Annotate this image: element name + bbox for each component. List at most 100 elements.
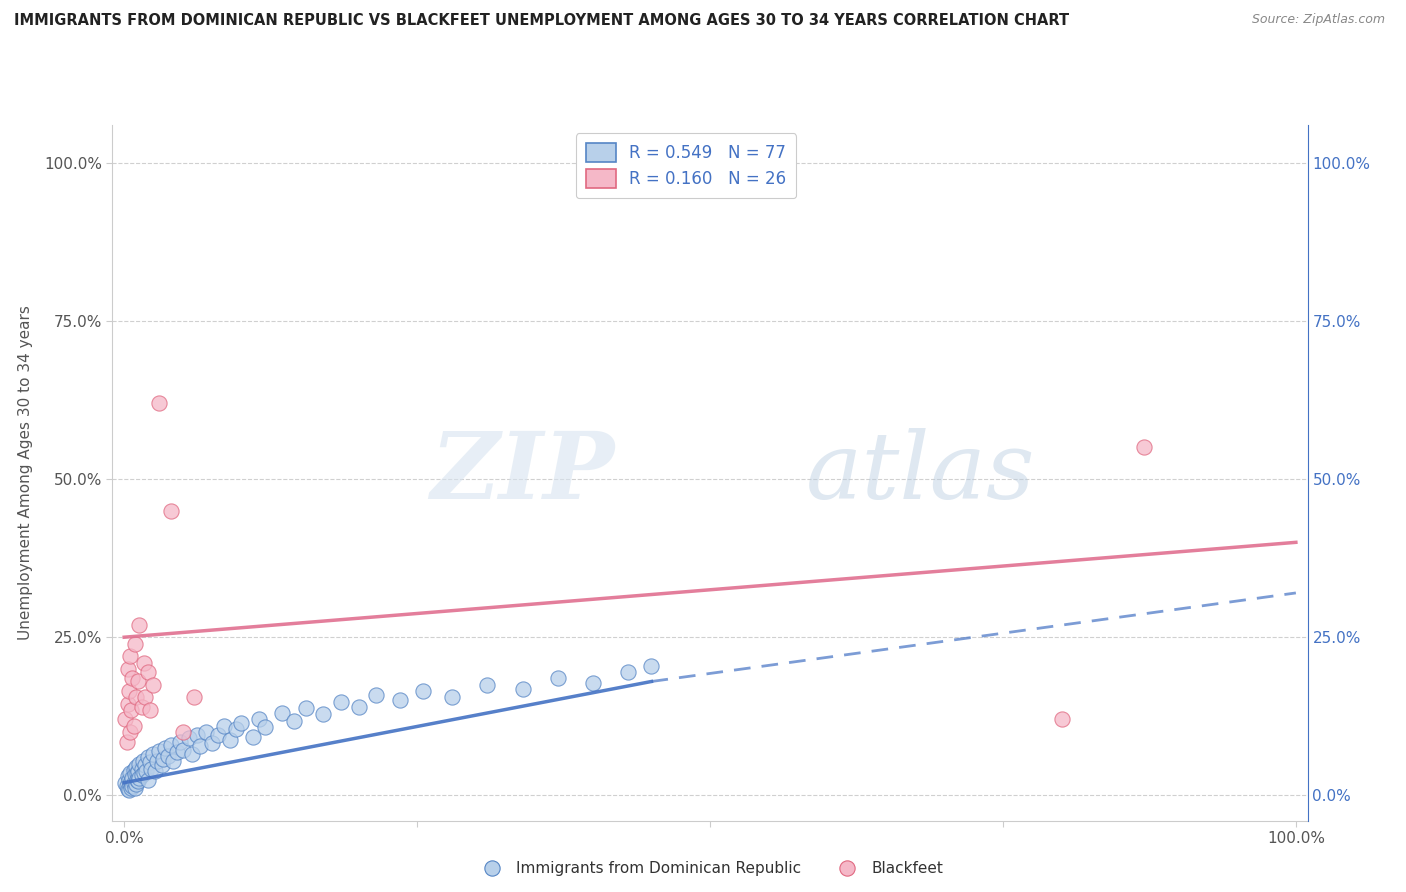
Point [169,734,191,748]
Point [120,780,142,795]
Point [120,777,141,791]
Point [195,725,218,739]
Text: Source: ZipAtlas.com: Source: ZipAtlas.com [1251,13,1385,27]
Point [122,719,145,733]
Point [127,764,149,779]
Point [121,771,143,785]
Point [148,744,170,758]
Point [118,772,141,787]
Point [312,707,335,722]
Point [247,713,270,727]
Point [146,754,169,768]
Point [128,617,150,632]
Point [127,766,149,780]
Point [152,752,174,766]
Point [125,777,148,791]
Point [364,689,387,703]
Point [124,780,146,795]
Point [186,728,208,742]
Point [117,782,139,797]
Point [172,725,194,739]
Point [128,756,150,771]
Point [207,728,229,742]
Point [127,674,149,689]
Point [117,662,139,676]
Point [120,774,142,789]
Y-axis label: Unemployment Among Ages 30 to 34 years: Unemployment Among Ages 30 to 34 years [18,305,32,640]
Point [212,719,235,733]
Point [183,690,205,705]
Point [121,779,143,793]
Point [617,665,640,679]
Point [127,774,149,789]
Point [117,769,139,783]
Point [253,720,276,734]
Point [135,764,157,779]
Point [136,665,159,679]
Point [131,768,153,782]
Point [134,690,156,705]
Point [127,772,149,787]
Point [441,690,464,705]
Text: atlas: atlas [806,428,1035,517]
Point [150,758,173,772]
Point [218,732,240,747]
Point [582,675,605,690]
Point [1132,441,1154,455]
Point [640,658,662,673]
Point [160,738,183,752]
Point [121,671,143,685]
Point [139,756,162,770]
Point [1050,713,1073,727]
Text: IMMIGRANTS FROM DOMINICAN REPUBLIC VS BLACKFEET UNEMPLOYMENT AMONG AGES 30 TO 34: IMMIGRANTS FROM DOMINICAN REPUBLIC VS BL… [14,13,1069,29]
Point [132,754,155,768]
Point [242,730,264,744]
Point [155,740,177,755]
Point [124,767,146,781]
Point [134,758,156,772]
Point [283,714,305,728]
Point [412,684,434,698]
Point [118,783,141,797]
Point [132,656,156,670]
Point [295,701,318,715]
Point [143,764,166,779]
Point [547,671,569,685]
Point [148,396,170,410]
Point [114,713,136,727]
Text: ZIP: ZIP [430,428,614,517]
Point [115,734,138,748]
Point [162,754,184,768]
Point [477,678,499,692]
Point [329,695,352,709]
Point [125,690,148,705]
Point [131,762,153,776]
Point [141,762,163,776]
Point [117,697,139,711]
Point [136,772,159,787]
Point [115,779,138,793]
Point [120,703,142,717]
Point [139,703,162,717]
Point [225,722,247,736]
Point [201,736,224,750]
Point [120,649,141,664]
Point [347,699,370,714]
Point [132,766,156,780]
Legend: Immigrants from Dominican Republic, Blackfeet: Immigrants from Dominican Republic, Blac… [471,855,949,882]
Point [177,731,200,746]
Point [188,739,212,753]
Point [172,743,194,757]
Point [120,766,141,780]
Point [271,706,294,720]
Point [136,750,159,764]
Point [128,771,150,785]
Point [156,749,179,764]
Point [120,725,141,739]
Point [512,682,534,697]
Point [124,636,146,650]
Point [160,504,183,518]
Point [142,747,165,762]
Point [122,763,145,777]
Point [388,693,411,707]
